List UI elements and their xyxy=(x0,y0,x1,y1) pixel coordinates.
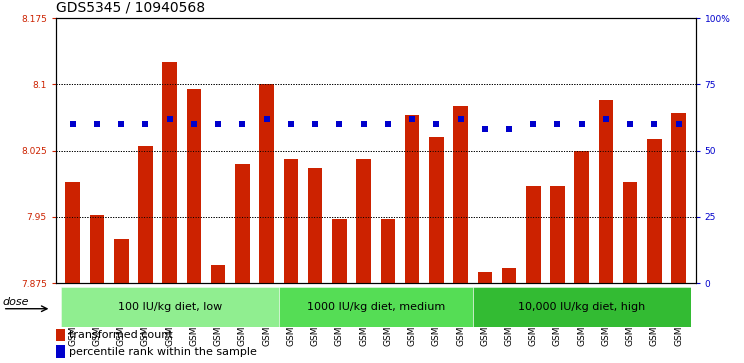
Bar xyxy=(356,159,371,283)
Bar xyxy=(162,62,177,283)
Bar xyxy=(618,18,642,283)
Bar xyxy=(623,182,638,283)
Bar xyxy=(526,186,541,283)
Bar xyxy=(211,265,225,283)
Bar xyxy=(472,18,497,283)
Bar xyxy=(308,168,322,283)
Bar xyxy=(453,106,468,283)
Bar xyxy=(574,151,589,283)
Bar xyxy=(158,18,182,283)
Text: transformed count: transformed count xyxy=(68,330,173,340)
Bar xyxy=(449,18,472,283)
Bar xyxy=(327,18,351,283)
Bar xyxy=(133,18,158,283)
Bar xyxy=(381,219,395,283)
Bar xyxy=(526,186,541,283)
Bar xyxy=(283,159,298,283)
Bar xyxy=(61,18,85,283)
Bar xyxy=(56,345,65,358)
Bar xyxy=(65,182,80,283)
Bar xyxy=(376,18,400,283)
Bar xyxy=(90,215,104,283)
Bar xyxy=(182,18,206,283)
Bar xyxy=(283,159,298,283)
Bar xyxy=(260,85,274,283)
Bar xyxy=(332,219,347,283)
Bar xyxy=(332,219,347,283)
Bar xyxy=(206,18,231,283)
Text: 100 IU/kg diet, low: 100 IU/kg diet, low xyxy=(118,302,222,312)
Bar xyxy=(254,18,279,283)
Bar xyxy=(424,18,449,283)
Bar xyxy=(85,18,109,283)
Bar xyxy=(235,164,250,283)
Bar xyxy=(501,268,516,283)
Bar xyxy=(90,215,104,283)
Bar xyxy=(162,62,177,283)
Bar xyxy=(623,182,638,283)
Bar xyxy=(667,18,690,283)
Bar xyxy=(647,139,661,283)
Bar xyxy=(453,106,468,283)
Bar xyxy=(429,138,443,283)
Text: dose: dose xyxy=(3,297,29,307)
Bar xyxy=(521,18,545,283)
Bar xyxy=(647,139,661,283)
Bar xyxy=(138,146,153,283)
Bar xyxy=(478,272,492,283)
Bar xyxy=(599,100,613,283)
Bar xyxy=(478,272,492,283)
Bar xyxy=(138,146,153,283)
Bar xyxy=(551,186,565,283)
Bar xyxy=(356,159,371,283)
Bar xyxy=(497,18,521,283)
Bar xyxy=(400,18,424,283)
Bar xyxy=(65,182,80,283)
Bar xyxy=(114,239,129,283)
Bar xyxy=(405,115,420,283)
Bar xyxy=(308,168,322,283)
Bar xyxy=(187,89,201,283)
Bar xyxy=(260,85,274,283)
Bar xyxy=(599,100,613,283)
Bar xyxy=(570,18,594,283)
Bar xyxy=(381,219,395,283)
Bar xyxy=(56,329,65,341)
Bar xyxy=(109,18,133,283)
Bar xyxy=(429,138,443,283)
Bar xyxy=(114,239,129,283)
Bar xyxy=(211,265,225,283)
Bar xyxy=(594,18,618,283)
Bar xyxy=(303,18,327,283)
Text: 1000 IU/kg diet, medium: 1000 IU/kg diet, medium xyxy=(307,302,445,312)
Bar xyxy=(574,151,589,283)
Bar xyxy=(551,186,565,283)
Text: percentile rank within the sample: percentile rank within the sample xyxy=(68,347,257,356)
Bar xyxy=(671,113,686,283)
Bar xyxy=(235,164,250,283)
Bar xyxy=(501,268,516,283)
Text: 10,000 IU/kg diet, high: 10,000 IU/kg diet, high xyxy=(518,302,645,312)
Bar xyxy=(279,18,303,283)
Bar xyxy=(671,113,686,283)
Bar xyxy=(351,18,376,283)
Bar xyxy=(545,18,570,283)
Bar xyxy=(187,89,201,283)
Bar xyxy=(642,18,667,283)
Text: GDS5345 / 10940568: GDS5345 / 10940568 xyxy=(56,0,205,14)
Bar xyxy=(231,18,254,283)
Bar xyxy=(405,115,420,283)
